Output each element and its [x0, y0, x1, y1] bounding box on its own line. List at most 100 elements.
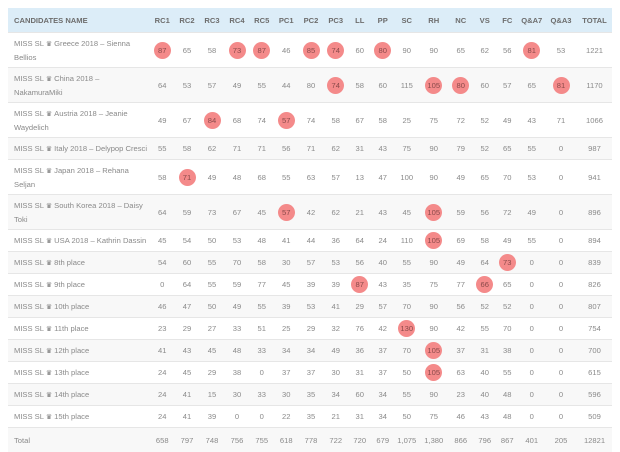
score-cell-fc: 72 [496, 195, 519, 230]
score-value: 807 [586, 298, 603, 315]
column-header-q-a7[interactable]: Q&A7 [519, 8, 546, 33]
score-value: 33 [253, 386, 270, 403]
score-cell-pp: 34 [372, 384, 395, 406]
score-value: 53 [303, 298, 320, 315]
score-value: 48 [499, 386, 516, 403]
candidate-label: 10th place [54, 302, 89, 311]
highlighted-score: 81 [553, 77, 570, 94]
score-value: 45 [253, 204, 270, 221]
column-header-sc[interactable]: SC [394, 8, 420, 33]
highlighted-score: 105 [425, 204, 442, 221]
score-cell-pp: 60 [372, 68, 395, 103]
score-cell-total: 839 [577, 252, 612, 274]
score-value: 25 [278, 320, 295, 337]
score-value: 62 [327, 204, 344, 221]
column-header-rc5[interactable]: RC5 [250, 8, 275, 33]
candidate-label: Italy 2018 – Delypop Cresci [54, 144, 147, 153]
score-cell-vs: 58 [474, 230, 497, 252]
score-value: 24 [374, 232, 391, 249]
column-header-nc[interactable]: NC [448, 8, 474, 33]
candidate-name: MISS SL ♛ Italy 2018 – Delypop Cresci [8, 138, 150, 160]
score-value: 73 [204, 204, 221, 221]
total-value: 12821 [577, 428, 612, 452]
score-value: 34 [278, 342, 295, 359]
score-cell-rh: 90 [420, 296, 449, 318]
score-cell-vs: 52 [474, 296, 497, 318]
score-cell-q-a3: 0 [545, 274, 577, 296]
column-header-rc2[interactable]: RC2 [175, 8, 200, 33]
score-value: 40 [476, 386, 493, 403]
column-header-fc[interactable]: FC [496, 8, 519, 33]
score-cell-q-a7: 0 [519, 296, 546, 318]
column-header-q-a3[interactable]: Q&A3 [545, 8, 577, 33]
score-cell-rc3: 49 [200, 160, 225, 195]
column-header-vs[interactable]: VS [474, 8, 497, 33]
column-header-rh[interactable]: RH [420, 8, 449, 33]
score-cell-pc2: 71 [299, 138, 324, 160]
column-header-total[interactable]: TOTAL [577, 8, 612, 33]
column-header-candidates-name[interactable]: CANDIDATES NAME [8, 8, 150, 33]
score-cell-q-a7: 49 [519, 195, 546, 230]
highlighted-score: 73 [499, 254, 516, 271]
column-header-rc4[interactable]: RC4 [225, 8, 250, 33]
total-value: 755 [250, 428, 275, 452]
score-value: 0 [523, 364, 540, 381]
score-cell-rh: 90 [420, 252, 449, 274]
score-cell-q-a7: 55 [519, 230, 546, 252]
score-value: 64 [476, 254, 493, 271]
score-value: 53 [229, 232, 246, 249]
name-prefix: MISS SL [14, 280, 44, 289]
score-cell-sc: 75 [394, 138, 420, 160]
score-cell-pc2: 39 [299, 274, 324, 296]
score-value: 29 [351, 298, 368, 315]
score-value: 76 [351, 320, 368, 337]
score-value: 0 [523, 298, 540, 315]
score-cell-pp: 24 [372, 230, 395, 252]
score-cell-pc2: 35 [299, 406, 324, 428]
score-cell-pc3: 49 [324, 340, 349, 362]
column-header-rc3[interactable]: RC3 [200, 8, 225, 33]
score-cell-pp: 57 [372, 296, 395, 318]
score-value: 80 [303, 77, 320, 94]
score-value: 90 [425, 254, 442, 271]
score-cell-fc: 65 [496, 138, 519, 160]
column-header-pc3[interactable]: PC3 [324, 8, 349, 33]
score-value: 62 [476, 42, 493, 59]
highlighted-score: 80 [374, 42, 391, 59]
candidate-label: USA 2018 – Kathrin Dassin [54, 236, 146, 245]
score-value: 58 [253, 254, 270, 271]
score-cell-pc1: 57 [274, 103, 299, 138]
score-cell-pp: 43 [372, 138, 395, 160]
score-value: 67 [179, 112, 196, 129]
score-value: 0 [553, 298, 570, 315]
highlighted-score: 87 [154, 42, 171, 59]
score-value: 71 [229, 140, 246, 157]
score-value: 0 [523, 408, 540, 425]
column-header-pp[interactable]: PP [372, 8, 395, 33]
column-header-rc1[interactable]: RC1 [150, 8, 175, 33]
score-cell-q-a7: 0 [519, 406, 546, 428]
score-cell-vs: 64 [474, 252, 497, 274]
score-cell-rc3: 62 [200, 138, 225, 160]
score-cell-q-a3: 0 [545, 252, 577, 274]
column-header-ll[interactable]: LL [348, 8, 372, 33]
score-cell-rc2: 43 [175, 340, 200, 362]
column-header-pc2[interactable]: PC2 [299, 8, 324, 33]
column-header-pc1[interactable]: PC1 [274, 8, 299, 33]
score-value: 39 [278, 298, 295, 315]
score-value: 55 [253, 298, 270, 315]
score-value: 70 [398, 298, 415, 315]
score-value: 69 [452, 232, 469, 249]
score-value: 49 [499, 112, 516, 129]
score-cell-rc2: 41 [175, 406, 200, 428]
name-prefix: MISS SL [14, 346, 44, 355]
score-value: 79 [452, 140, 469, 157]
score-value: 57 [303, 254, 320, 271]
score-cell-vs: 31 [474, 340, 497, 362]
name-prefix: MISS SL [14, 39, 44, 48]
score-cell-sc: 50 [394, 362, 420, 384]
score-value: 0 [523, 342, 540, 359]
score-value: 60 [351, 386, 368, 403]
